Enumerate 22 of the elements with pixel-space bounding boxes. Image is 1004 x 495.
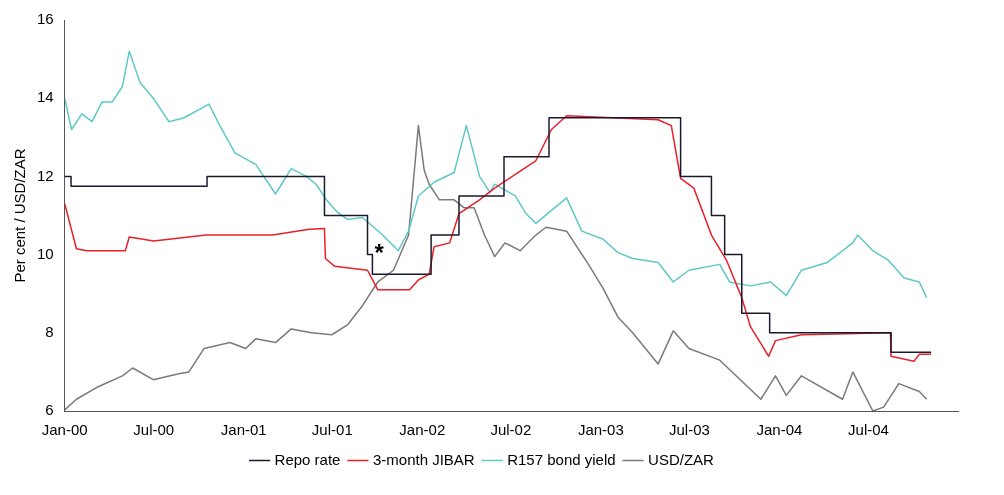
y-tick-label: 8	[45, 322, 54, 340]
y-tick-label: 14	[37, 88, 54, 106]
legend-label: R157 bond yield	[507, 450, 616, 468]
legend-label: Repo rate	[274, 450, 341, 468]
x-tick-label: Jul-03	[668, 421, 710, 439]
y-tick-label: 12	[37, 166, 54, 184]
legend-label: 3-month JIBAR	[372, 450, 475, 468]
y-tick-label: 16	[37, 10, 54, 28]
x-tick-label: Jul-02	[490, 421, 532, 439]
x-tick-label: Jan-03	[577, 421, 624, 439]
annotation: *	[374, 239, 385, 267]
legend-label: USD/ZAR	[648, 450, 715, 468]
y-tick-label: 10	[37, 244, 54, 262]
y-axis-title: Per cent / USD/ZAR	[11, 148, 29, 283]
y-tick-label: 6	[45, 401, 54, 419]
x-tick-label: Jul-01	[311, 421, 353, 439]
x-tick-label: Jul-00	[133, 421, 175, 439]
x-tick-label: Jan-02	[399, 421, 446, 439]
x-tick-label: Jan-01	[220, 421, 267, 439]
x-tick-label: Jul-04	[848, 421, 889, 439]
x-tick-label: Jan-04	[756, 421, 803, 439]
x-tick-label: Jan-00	[41, 421, 88, 439]
